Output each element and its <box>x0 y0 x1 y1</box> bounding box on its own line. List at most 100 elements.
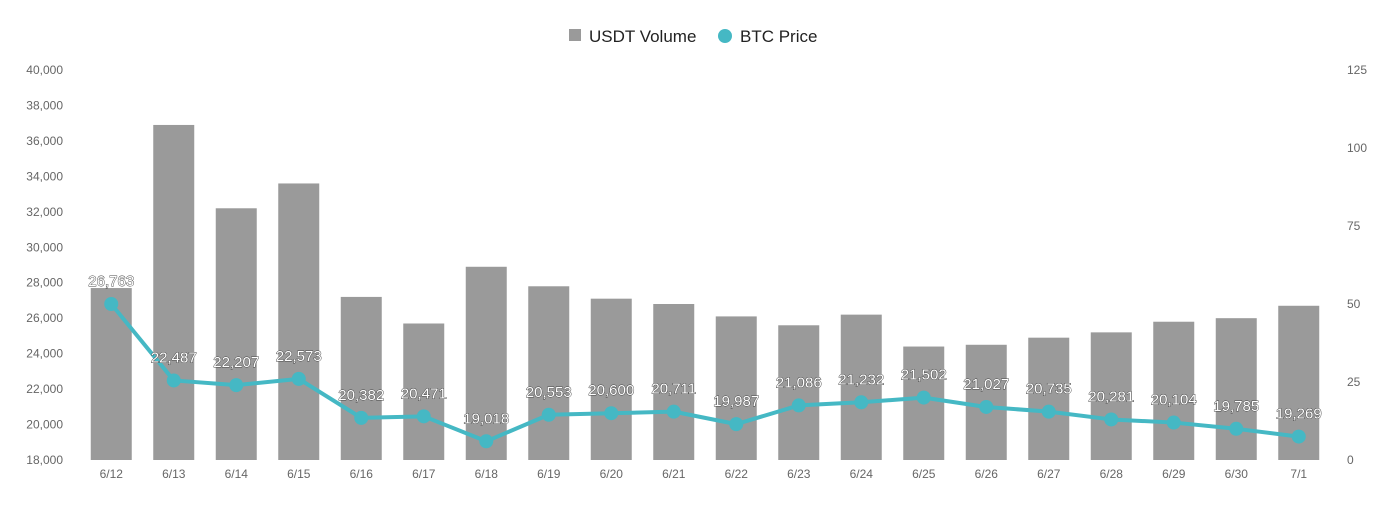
data-label: 20,471 <box>401 385 447 402</box>
data-label: 20,104 <box>1151 392 1197 409</box>
line-point <box>104 297 119 311</box>
data-label: 22,207 <box>213 354 259 371</box>
y-right-tick-label: 125 <box>1347 63 1367 77</box>
data-label: 20,600 <box>588 382 634 399</box>
y-left-tick-label: 40,000 <box>26 63 63 77</box>
x-tick-label: 6/21 <box>662 467 686 481</box>
line-point <box>354 410 369 425</box>
line-point <box>979 399 994 414</box>
x-tick-label: 6/28 <box>1100 467 1124 481</box>
data-label: 19,018 <box>463 410 509 427</box>
bar <box>840 314 882 460</box>
line-point <box>1229 421 1244 436</box>
x-tick-label: 6/19 <box>537 467 561 481</box>
x-tick-label: 6/23 <box>787 467 811 481</box>
y-left-tick-label: 38,000 <box>26 98 63 112</box>
y-left-tick-label: 26,000 <box>26 311 63 325</box>
x-tick-label: 7/1 <box>1290 467 1307 481</box>
x-tick-label: 6/17 <box>412 467 436 481</box>
x-tick-label: 6/12 <box>100 467 124 481</box>
y-left-tick-label: 22,000 <box>26 382 63 396</box>
y-right-tick-label: 50 <box>1347 297 1361 311</box>
legend: USDT Volume BTC Price <box>569 27 817 46</box>
x-tick-label: 6/29 <box>1162 467 1186 481</box>
data-label: 19,269 <box>1276 406 1322 423</box>
x-tick-label: 6/18 <box>475 467 499 481</box>
data-label: 20,553 <box>526 384 572 401</box>
data-label: 19,987 <box>713 393 759 410</box>
bar <box>1090 332 1132 460</box>
line-point <box>791 398 806 413</box>
line-point <box>229 378 244 393</box>
x-tick-label: 6/24 <box>850 467 874 481</box>
line-point <box>1104 412 1119 427</box>
bar <box>653 304 695 460</box>
y-left-tick-label: 30,000 <box>26 240 63 254</box>
line-point <box>479 434 494 449</box>
data-label: 22,573 <box>276 348 322 365</box>
x-tick-label: 6/26 <box>975 467 999 481</box>
bar <box>1028 337 1070 460</box>
y-right-tick-label: 0 <box>1347 453 1354 467</box>
bar <box>528 286 570 460</box>
y-right-tick-label: 75 <box>1347 219 1361 233</box>
bar <box>465 266 507 460</box>
y-right-tick-label: 25 <box>1347 375 1361 389</box>
data-label: 20,711 <box>651 381 696 398</box>
legend-swatch-btc-price <box>718 29 732 43</box>
line-point <box>166 373 181 388</box>
y-left-tick-label: 18,000 <box>26 453 63 467</box>
line-point <box>1041 404 1056 419</box>
line-point <box>1291 429 1306 444</box>
x-tick-label: 6/16 <box>350 467 374 481</box>
data-label: 21,086 <box>776 374 822 391</box>
x-tick-label: 6/14 <box>225 467 249 481</box>
bar <box>278 183 320 461</box>
line-point <box>729 417 744 432</box>
data-label: 21,232 <box>838 371 884 388</box>
line-point <box>604 406 619 421</box>
x-tick-label: 6/20 <box>600 467 624 481</box>
line-point <box>416 409 431 424</box>
line-point <box>291 371 306 386</box>
x-tick-label: 6/13 <box>162 467 186 481</box>
bar <box>778 325 820 460</box>
x-tick-label: 6/22 <box>725 467 749 481</box>
bar-series-usdt-volume <box>90 124 1320 461</box>
y-left-tick-label: 36,000 <box>26 134 63 148</box>
data-label: 20,382 <box>338 387 384 404</box>
data-label: 19,785 <box>1213 398 1259 415</box>
y-left-tick-label: 34,000 <box>26 169 63 183</box>
y-left-tick-label: 32,000 <box>26 205 63 219</box>
line-point <box>1166 415 1181 430</box>
y-axis-left: 18,000 20,000 22,000 24,000 26,000 28,000 30,0… <box>26 63 63 467</box>
bar <box>590 298 632 460</box>
data-label: 21,502 <box>901 367 947 384</box>
data-label: 22,487 <box>151 349 197 366</box>
line-points-btc-price <box>104 297 1306 449</box>
x-tick-label: 6/15 <box>287 467 311 481</box>
y-left-tick-label: 20,000 <box>26 418 63 432</box>
line-point <box>541 407 556 422</box>
bar <box>403 323 445 460</box>
bar <box>215 208 257 460</box>
x-tick-label: 6/30 <box>1225 467 1249 481</box>
bar <box>1215 318 1257 460</box>
bar <box>153 124 195 461</box>
y-left-tick-label: 28,000 <box>26 276 63 290</box>
line-point <box>916 390 931 405</box>
line-series-btc-price <box>109 302 1299 444</box>
line-point <box>666 404 681 419</box>
bar <box>90 288 132 460</box>
legend-swatch-usdt-volume <box>569 29 581 41</box>
x-tick-label: 6/25 <box>912 467 936 481</box>
data-label: 20,281 <box>1088 388 1134 405</box>
bar <box>715 316 757 460</box>
bar <box>1153 321 1195 460</box>
data-label: 26,763 <box>88 273 134 290</box>
y-left-tick-label: 24,000 <box>26 347 63 361</box>
data-labels-btc-price: 26,763 22,487 22,207 22,573 20,382 20,471 19,0… <box>88 273 1322 428</box>
data-label: 20,735 <box>1026 381 1072 398</box>
bar <box>340 296 382 460</box>
